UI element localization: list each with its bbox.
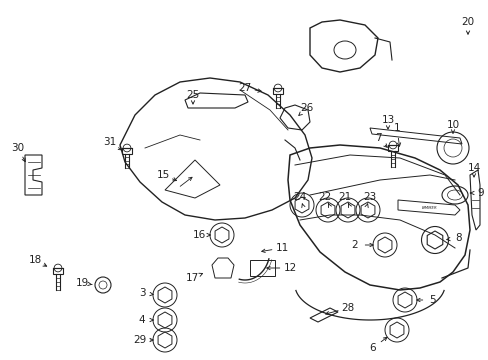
- Text: 29: 29: [133, 335, 146, 345]
- Text: 3: 3: [139, 288, 145, 298]
- Text: 28: 28: [341, 303, 354, 313]
- Text: 24: 24: [293, 192, 306, 202]
- Text: 10: 10: [446, 120, 459, 130]
- Text: 22: 22: [318, 192, 331, 202]
- Text: 9: 9: [477, 188, 483, 198]
- Text: 1: 1: [393, 123, 400, 133]
- Text: 13: 13: [381, 115, 394, 125]
- Text: 19: 19: [75, 278, 88, 288]
- Text: 15: 15: [156, 170, 169, 180]
- Text: 26: 26: [300, 103, 313, 113]
- Text: 21: 21: [338, 192, 351, 202]
- Bar: [272, 88, 283, 94]
- Text: 16: 16: [192, 230, 205, 240]
- Text: 18: 18: [28, 255, 41, 265]
- Text: 4: 4: [139, 315, 145, 325]
- Text: 31: 31: [103, 137, 116, 147]
- Text: 14: 14: [467, 163, 480, 173]
- Text: 17: 17: [185, 273, 198, 283]
- Bar: [249, 260, 274, 276]
- Text: 12: 12: [283, 263, 296, 273]
- Text: BIMMER: BIMMER: [421, 206, 437, 210]
- Text: 30: 30: [11, 143, 24, 153]
- Bar: [387, 145, 397, 151]
- Text: 2: 2: [351, 240, 358, 250]
- Text: 6: 6: [369, 343, 376, 353]
- Text: 23: 23: [363, 192, 376, 202]
- Text: 8: 8: [455, 233, 461, 243]
- Text: 7: 7: [374, 133, 381, 143]
- Text: 5: 5: [429, 295, 435, 305]
- Text: 27: 27: [238, 83, 251, 93]
- Bar: [122, 148, 132, 154]
- Text: 20: 20: [461, 17, 473, 27]
- Text: 11: 11: [275, 243, 288, 253]
- Text: 25: 25: [186, 90, 199, 100]
- Bar: [53, 268, 63, 274]
